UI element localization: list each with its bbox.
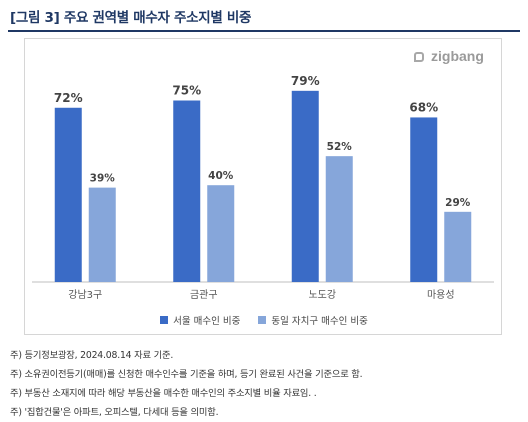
bar-seoul-0 [54, 107, 82, 282]
footnote: 주) 부동산 소재지에 따라 해당 부동산을 매수한 매수인의 주소지별 비율 … [10, 388, 317, 399]
x-tick-label: 노도강 [308, 289, 336, 301]
x-tick-label: 금관구 [190, 289, 218, 301]
data-label: 52% [327, 141, 353, 153]
bar-seoul-2 [291, 90, 319, 282]
data-label: 72% [54, 91, 83, 105]
title-divider [8, 30, 520, 32]
data-label: 40% [208, 170, 234, 182]
bar-seoul-3 [410, 117, 438, 282]
data-label: 79% [291, 74, 320, 88]
bar-chart: 72% 39% 강남3구 75% 40% 금관구 79% 52% 노도강 68% 29% 마용성 [32, 74, 494, 301]
bar-same-district-1 [207, 185, 235, 282]
figure-title: [그림 3] 주요 권역별 매수자 주소지별 비중 [10, 10, 252, 26]
zigbang-logo-icon [414, 50, 427, 63]
footnote: 주) 등기정보광장, 2024.08.14 자료 기준. [10, 350, 174, 361]
zigbang-logo-text: zigbang [431, 48, 484, 64]
legend-swatch [160, 316, 169, 324]
legend-item-same-district: 동일 자치구 매수인 비중 [258, 313, 368, 327]
data-label: 68% [409, 100, 438, 114]
footnotes: 주) 등기정보광장, 2024.08.14 자료 기준. 주) 소유권이전등기(… [10, 346, 363, 422]
chart-frame [24, 38, 502, 335]
footnote: 주) '집합건물'은 아파트, 오피스텔, 다세대 등을 의미함. [10, 407, 219, 418]
chart-legend: 서울 매수인 비중 동일 자치구 매수인 비중 [0, 313, 528, 327]
bar-seoul-1 [173, 100, 201, 282]
bar-same-district-2 [325, 156, 353, 282]
legend-item-seoul: 서울 매수인 비중 [160, 313, 240, 327]
data-label: 29% [445, 197, 471, 209]
x-tick-label: 마용성 [427, 289, 455, 301]
footnote: 주) 소유권이전등기(매매)를 신청한 매수인수를 기준을 하며, 등기 완료된… [10, 369, 363, 380]
legend-label: 서울 매수인 비중 [173, 316, 241, 327]
data-label: 75% [172, 84, 201, 98]
legend-label: 동일 자치구 매수인 비중 [271, 316, 368, 327]
legend-swatch [258, 316, 267, 324]
x-tick-label: 강남3구 [68, 289, 102, 301]
zigbang-logo: zigbang [414, 48, 484, 64]
bar-same-district-0 [88, 187, 116, 282]
data-label: 39% [90, 173, 116, 185]
bar-same-district-3 [444, 211, 472, 282]
